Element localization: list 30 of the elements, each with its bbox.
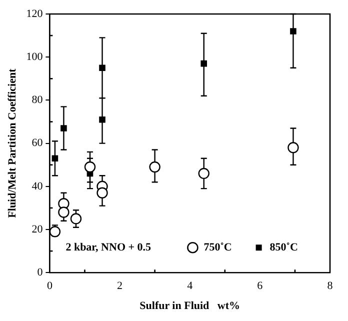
- point: [149, 161, 160, 173]
- point: [52, 155, 58, 162]
- y-tick-label: 0: [37, 266, 44, 278]
- point: [99, 116, 106, 123]
- y-tick-label: 100: [26, 50, 44, 63]
- y-tick-label: 80: [32, 94, 44, 106]
- point: [290, 28, 296, 34]
- x-tick-label: 4: [187, 280, 194, 292]
- y-tick-label: 60: [32, 137, 44, 150]
- point: [58, 206, 70, 218]
- y-axis-title: Fluid/Melt Partition Coefficient: [6, 68, 18, 218]
- x-tick-label: 0: [46, 280, 53, 292]
- point: [288, 142, 299, 154]
- x-axis-title: Sulfur in Fluid wt%: [140, 300, 240, 312]
- x-tick-label: 2: [117, 280, 123, 292]
- legend-label: 850˚C: [270, 241, 298, 254]
- point: [96, 187, 108, 198]
- y-tick-label: 120: [26, 8, 44, 20]
- x-tick-label: 6: [257, 280, 264, 292]
- y-tick-label: 40: [32, 180, 44, 192]
- point: [200, 60, 208, 67]
- y-tick-label: 20: [32, 223, 44, 236]
- point: [70, 213, 82, 224]
- point: [60, 125, 67, 132]
- point: [99, 64, 106, 72]
- x-tick-label: 8: [327, 280, 334, 292]
- point: [84, 161, 96, 173]
- point: [198, 168, 210, 180]
- legend-label: 750˚C: [204, 241, 232, 254]
- annotation: 2 kbar, NNO + 0.5: [66, 241, 152, 254]
